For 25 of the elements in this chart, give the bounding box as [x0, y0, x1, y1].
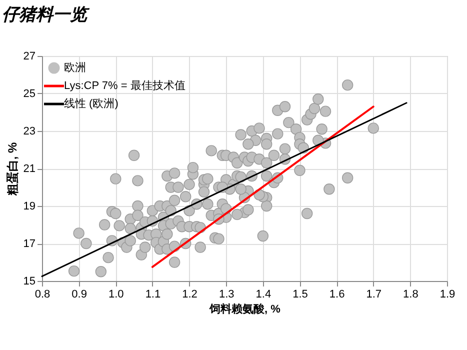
legend-label: Lys:CP 7% = 最佳技术值 [64, 79, 186, 92]
x-tick-label: 1.8 [403, 288, 418, 300]
legend-label: 线性 (欧洲) [64, 97, 118, 110]
x-tick-label: 1.9 [440, 288, 456, 300]
x-tick-label: 1.1 [145, 288, 161, 300]
x-tick-label: 1.7 [366, 288, 382, 300]
x-tick-label: 1.3 [218, 288, 234, 300]
x-tick-label: 1.6 [329, 288, 345, 300]
x-tick-label: 1.0 [108, 288, 124, 300]
y-tick-label: 23 [23, 126, 36, 138]
y-tick-label: 19 [23, 200, 36, 212]
x-tick-label: 0.9 [72, 288, 87, 300]
x-tick-label: 1.5 [292, 288, 308, 300]
x-axis-title: 饲料赖氨酸, % [208, 302, 281, 316]
y-tick-label: 27 [23, 50, 36, 62]
chart-title: 仔猪料一览 [2, 5, 90, 24]
y-tick-label: 17 [23, 238, 36, 250]
y-tick-label: 25 [23, 88, 36, 100]
y-axis-title: 粗蛋白, % [5, 142, 20, 197]
y-tick-label: 15 [23, 276, 36, 288]
x-tick-label: 1.4 [256, 288, 272, 300]
x-tick-label: 1.2 [182, 288, 198, 300]
x-tick-label: 0.8 [34, 288, 50, 300]
y-tick-label: 21 [23, 163, 36, 175]
legend-label: 欧洲 [64, 61, 86, 74]
